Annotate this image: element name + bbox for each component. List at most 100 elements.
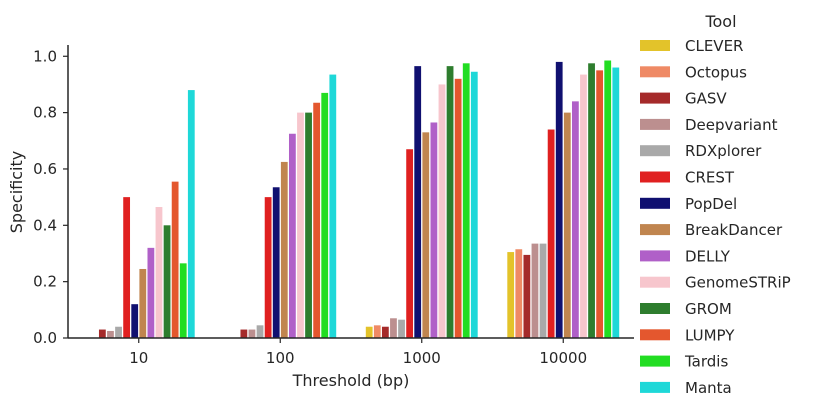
legend-label-octopus: Octopus: [685, 63, 747, 81]
legend-swatch-clever: [640, 40, 670, 51]
bar-grom-100: [305, 112, 312, 339]
x-ticks-group: 10 100 1000 10000: [129, 338, 587, 367]
bar-gasv-1000: [381, 326, 389, 338]
legend-label-delly: DELLY: [685, 247, 731, 265]
bar-genomestrip-10000: [580, 74, 587, 338]
legend-swatch-crest: [640, 171, 670, 183]
bar-clever-10000: [507, 252, 515, 338]
bar-rdxplorer-10: [115, 326, 122, 338]
bars-group: [98, 60, 620, 339]
bar-lumpy-10000: [596, 70, 604, 339]
bar-grom-1000: [446, 66, 454, 338]
bar-crest-1000: [406, 149, 414, 338]
x-axis-label: Threshold (bp): [292, 371, 410, 390]
y-tick-label: 1.0: [33, 47, 57, 65]
bar-delly-10: [147, 247, 155, 338]
bar-tardis-1000: [462, 63, 470, 339]
y-tick-label: 0.4: [33, 216, 57, 234]
legend-label-clever: CLEVER: [685, 37, 743, 55]
bar-gasv-10000: [523, 254, 531, 338]
bar-octopus-1000: [373, 325, 381, 338]
bar-manta-10: [187, 90, 195, 338]
bar-deepvariant-10: [107, 330, 114, 338]
bar-delly-10000: [571, 101, 579, 338]
bar-crest-10: [123, 197, 131, 338]
legend-swatch-genomestrip: [640, 276, 670, 288]
bar-manta-10000: [612, 67, 620, 338]
bar-popdel-10: [131, 304, 139, 338]
legend-swatch-breakdancer: [640, 224, 670, 236]
legend-swatch-delly: [640, 250, 670, 262]
bar-rdxplorer-1000: [398, 319, 405, 338]
legend-label-manta: Manta: [685, 379, 732, 397]
bar-breakdancer-1000: [422, 132, 430, 338]
bar-manta-100: [329, 74, 337, 338]
bar-lumpy-100: [313, 102, 321, 338]
x-tick-label: 100: [266, 349, 295, 367]
bar-delly-1000: [430, 122, 438, 338]
y-axis-label: Specificity: [7, 151, 26, 233]
bar-octopus-10000: [515, 249, 523, 338]
legend-label-lumpy: LUMPY: [685, 326, 735, 344]
legend-label-grom: GROM: [685, 300, 732, 318]
legend-swatch-gasv: [640, 92, 670, 104]
legend-swatch-tardis: [640, 355, 670, 367]
legend-label-tardis: Tardis: [684, 353, 728, 371]
legend-label-rdxplorer: RDXplorer: [685, 142, 762, 160]
y-tick-label: 0.2: [33, 273, 57, 291]
y-tick-label: 0.0: [33, 329, 57, 347]
legend-swatch-manta: [640, 381, 670, 393]
bar-delly-100: [288, 133, 296, 338]
legend-label-crest: CREST: [685, 169, 735, 187]
bar-grom-10: [163, 225, 171, 338]
y-tick-label: 0.6: [33, 160, 57, 178]
axes-group: [67, 45, 634, 339]
bar-popdel-10000: [555, 61, 563, 339]
bar-breakdancer-10: [139, 268, 147, 338]
legend: Tool CLEVER Octopus GASV Deepvariant RDXplor…: [640, 12, 791, 397]
bar-gasv-100: [240, 329, 248, 338]
bar-clever-1000: [365, 326, 373, 338]
bar-rdxplorer-10000: [539, 243, 547, 338]
bar-genomestrip-1000: [438, 84, 446, 338]
x-tick-label: 10: [129, 349, 148, 367]
bar-gasv-10: [98, 329, 106, 338]
y-tick-label: 0.8: [33, 104, 57, 122]
legend-label-genomestrip: GenomeSTRiP: [685, 274, 791, 292]
bar-deepvariant-100: [248, 329, 256, 338]
bar-deepvariant-10000: [531, 243, 539, 338]
bar-tardis-10: [179, 263, 187, 338]
bar-manta-1000: [470, 71, 478, 338]
bar-crest-10000: [547, 129, 555, 338]
bar-breakdancer-100: [280, 161, 288, 338]
legend-label-gasv: GASV: [685, 90, 727, 108]
legend-label-popdel: PopDel: [685, 195, 737, 213]
legend-label-deepvariant: Deepvariant: [685, 116, 778, 134]
bar-tardis-100: [321, 92, 329, 338]
legend-label-breakdancer: BreakDancer: [685, 221, 783, 239]
legend-title: Tool: [704, 12, 736, 31]
bar-grom-10000: [588, 63, 595, 339]
bar-genomestrip-100: [297, 112, 304, 339]
bar-crest-100: [264, 197, 272, 338]
bar-breakdancer-10000: [563, 112, 571, 339]
legend-items: CLEVER Octopus GASV Deepvariant RDXplorer CRE…: [640, 37, 791, 397]
legend-swatch-grom: [640, 303, 670, 314]
bar-deepvariant-1000: [390, 318, 397, 338]
bar-popdel-1000: [414, 66, 422, 338]
legend-swatch-lumpy: [640, 329, 670, 341]
x-tick-label: 1000: [403, 349, 441, 367]
bar-rdxplorer-100: [256, 325, 264, 338]
legend-swatch-deepvariant: [640, 118, 670, 130]
legend-swatch-octopus: [640, 66, 670, 78]
bar-popdel-100: [272, 187, 280, 338]
x-tick-label: 10000: [539, 349, 587, 367]
legend-swatch-popdel: [640, 197, 670, 209]
bar-lumpy-10: [171, 181, 179, 338]
y-ticks-group: 0.0 0.2 0.4 0.6 0.8 1.0: [33, 47, 68, 347]
bar-genomestrip-10: [155, 207, 163, 338]
bar-lumpy-1000: [454, 78, 462, 338]
bar-tardis-10000: [604, 60, 612, 338]
